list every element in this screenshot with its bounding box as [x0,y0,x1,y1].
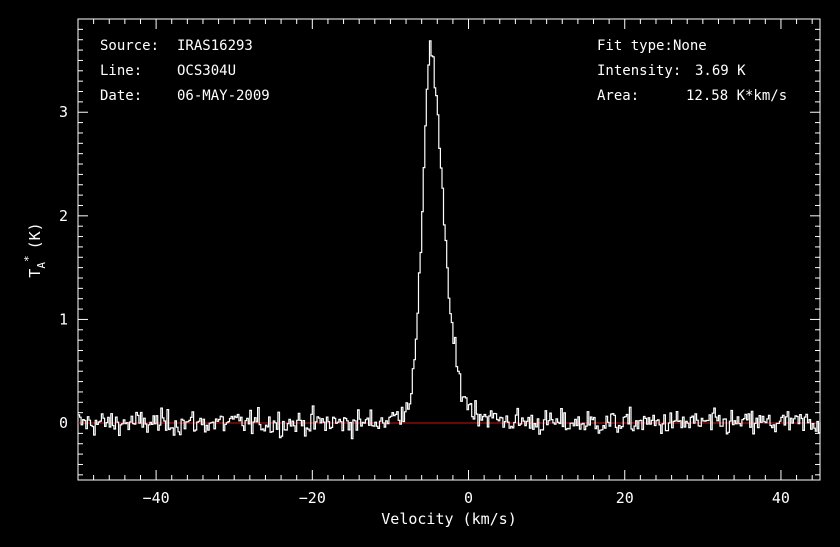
fit-type-value: None [673,38,707,54]
y-tick-label: 2 [59,207,68,225]
plot-frame [77,18,821,481]
area-label: Area: [597,88,639,104]
x-tick-label: 20 [616,489,634,507]
x-tick-label: 0 [464,489,473,507]
y-ticks: 0 1 2 3 [59,28,820,476]
y-tick-label: 3 [59,103,68,121]
info-right: Fit type: None Intensity: 3.69 K Area: 1… [597,38,787,104]
x-tick-label: −20 [299,489,326,507]
source-value: IRAS16293 [177,38,253,54]
line-label: Line: [100,63,142,79]
y-axis-label-main: T [26,269,44,278]
y-axis-label-sub: A [35,262,48,269]
source-label: Source: [100,38,159,54]
area-value: 12.58 K*km/s [686,88,787,104]
x-axis-label: Velocity (km/s) [381,510,516,528]
date-label: Date: [100,88,142,104]
line-value: OCS304U [177,63,236,79]
y-axis-label-sup: * [22,255,35,262]
spectrum-line [78,40,821,440]
intensity-value: 3.69 K [695,63,746,79]
info-left: Source: IRAS16293 Line: OCS304U Date: 06… [100,38,270,104]
x-tick-label: −40 [143,489,170,507]
y-axis-label-unit: (K) [26,222,44,249]
y-tick-label: 1 [59,310,68,328]
x-tick-label: 40 [772,489,790,507]
intensity-label: Intensity: [597,63,681,79]
x-ticks: −40 −20 0 20 40 [77,19,813,507]
y-axis-label: TA* (K) [22,222,48,277]
date-value: 06-MAY-2009 [177,88,270,104]
y-tick-label: 0 [59,414,68,432]
fit-type-label: Fit type: [597,38,673,54]
svg-text:TA*(K): TA* (K) [22,222,48,277]
